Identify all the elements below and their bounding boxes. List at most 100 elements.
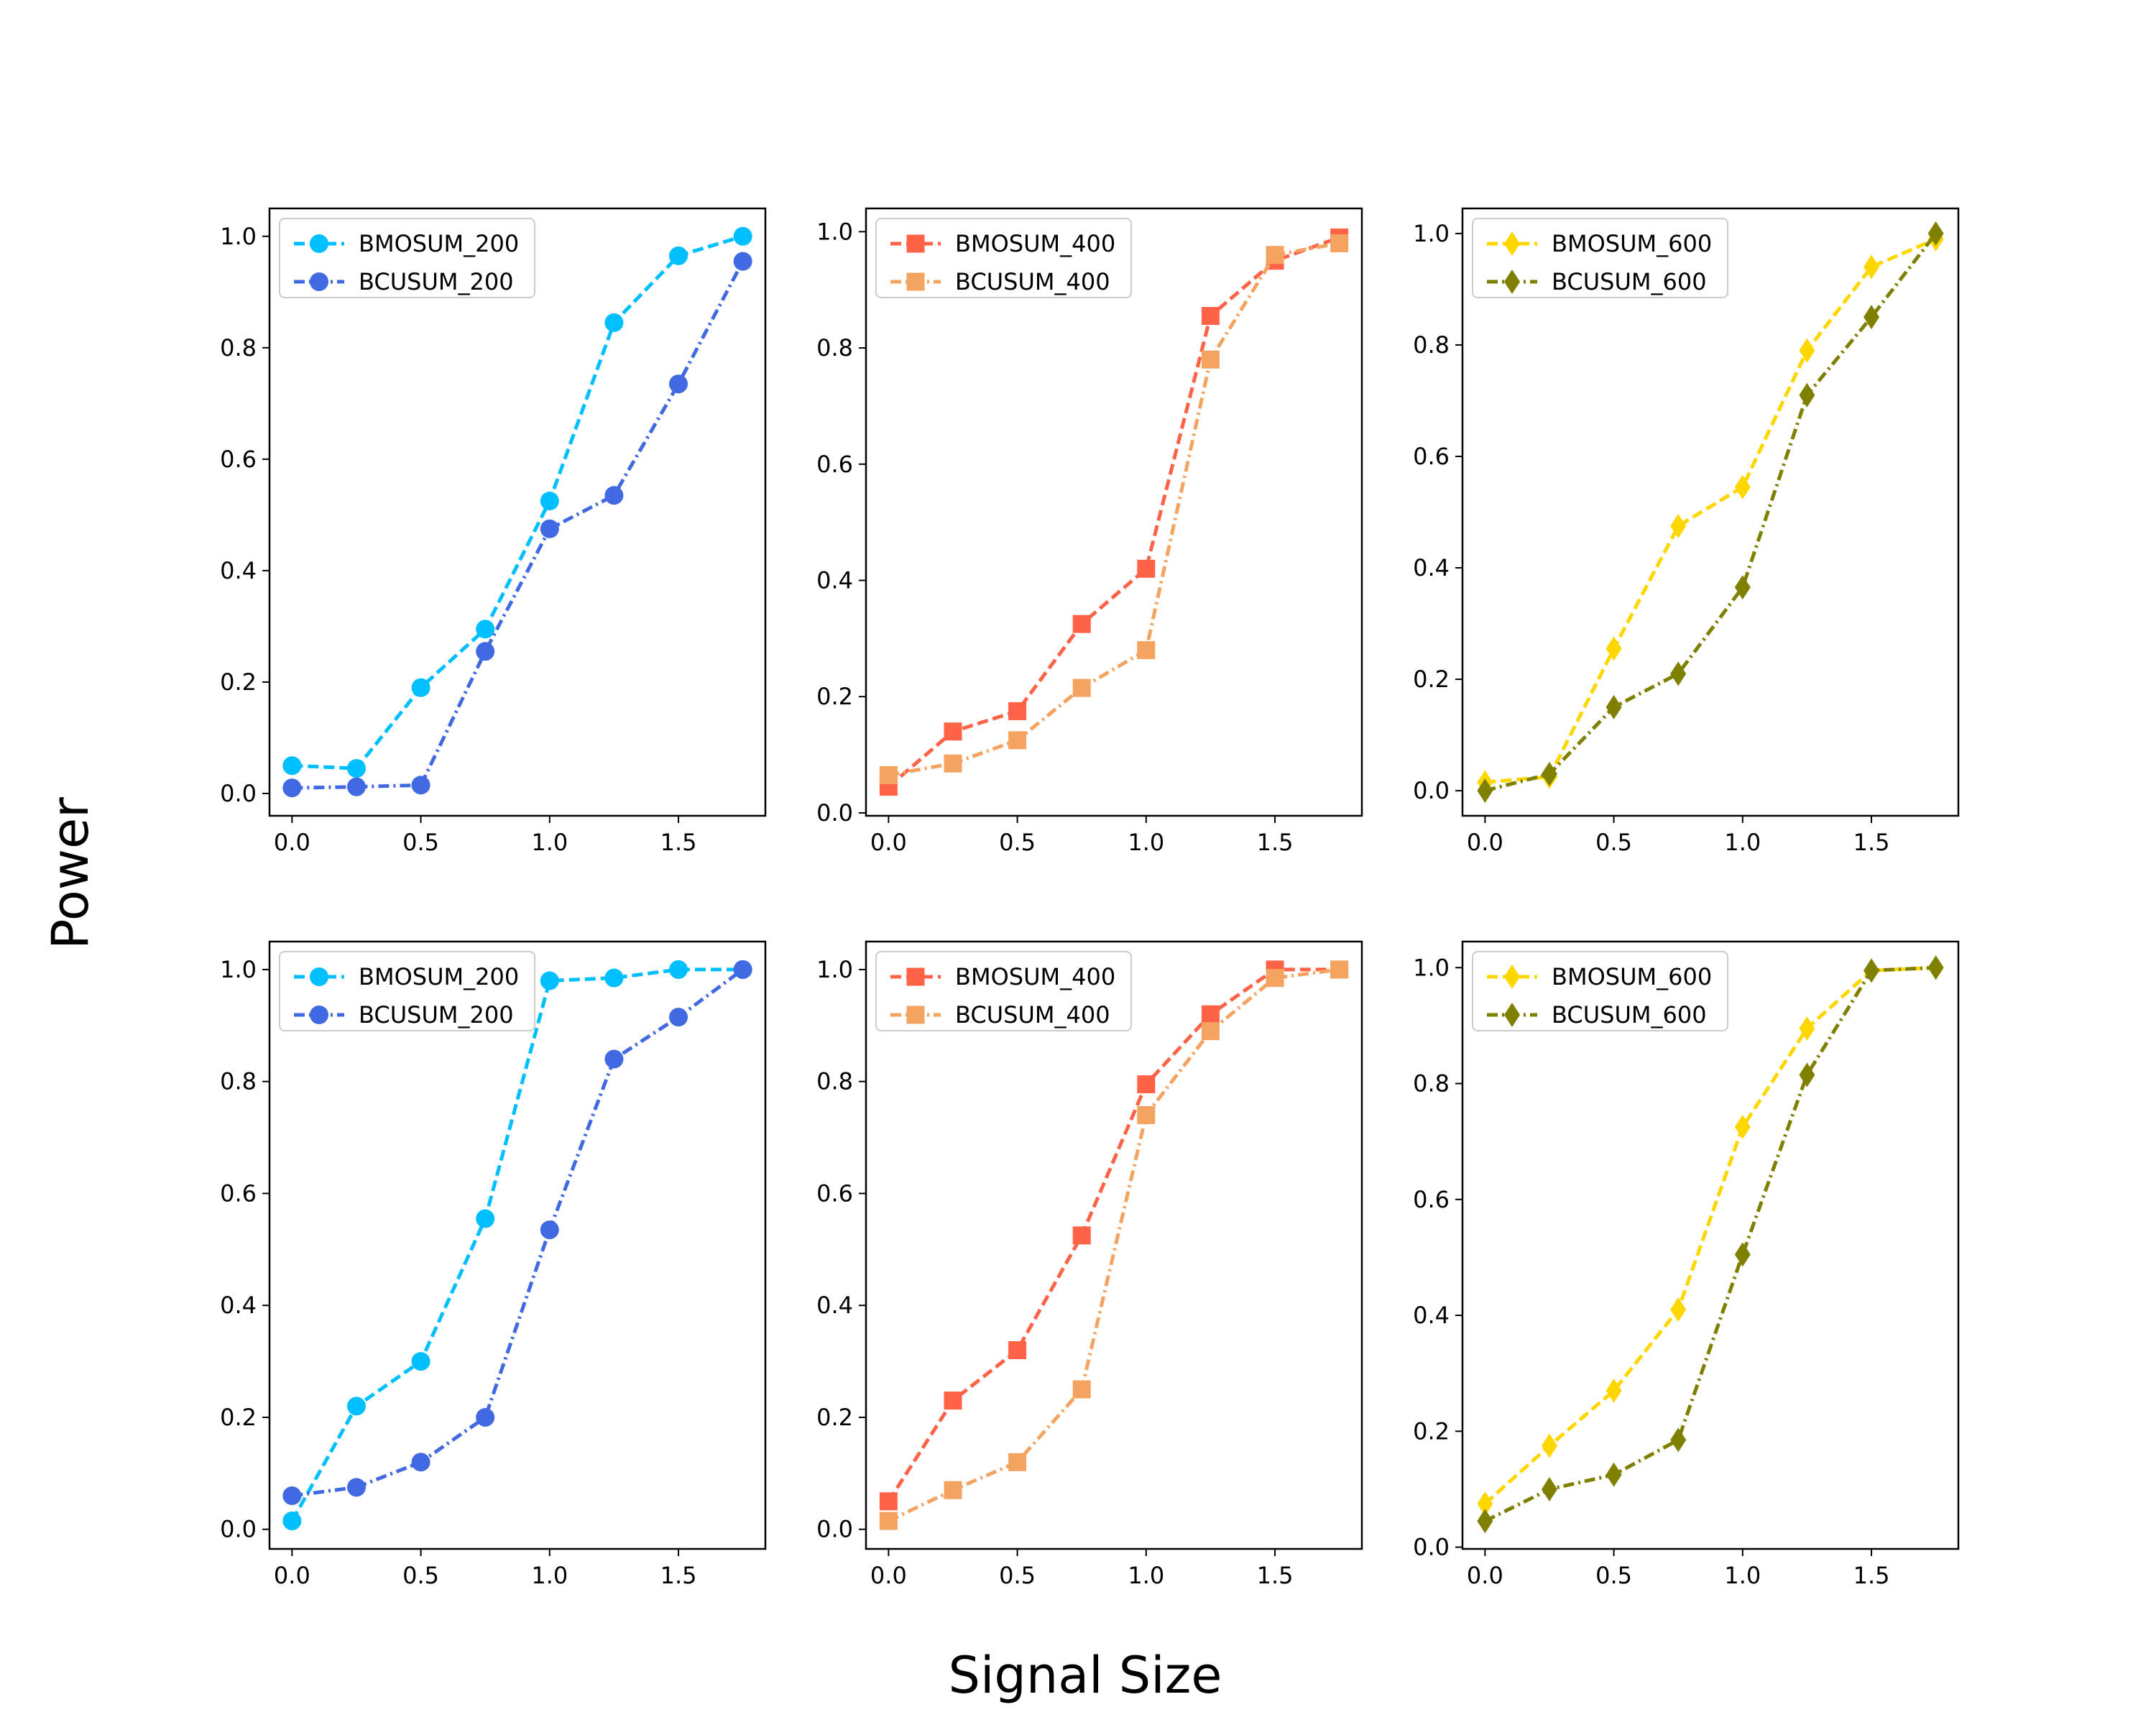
- axes-frame: [1461, 940, 1960, 1550]
- x-tick-label: 1.0: [531, 829, 568, 856]
- legend-marker: [906, 234, 925, 253]
- data-point: [1541, 761, 1557, 786]
- legend-box: [1472, 951, 1728, 1031]
- y-tick-label: 0.6: [1413, 1186, 1450, 1213]
- data-point: [1606, 1462, 1622, 1487]
- x-tick-label: 0.0: [870, 1562, 907, 1589]
- data-point: [411, 678, 430, 697]
- data-point: [1330, 960, 1349, 979]
- data-point: [1606, 694, 1622, 719]
- series-line: [1483, 965, 1936, 1505]
- data-point: [282, 756, 302, 776]
- data-point: [604, 968, 624, 988]
- data-point: [879, 1492, 898, 1511]
- data-point: [540, 519, 559, 538]
- legend-marker: [310, 967, 328, 986]
- legend-label: BMOSUM_200: [359, 230, 519, 257]
- y-tick-label: 0.4: [816, 1292, 853, 1319]
- legend-box: [279, 218, 535, 298]
- y-tick-label: 1.0: [1413, 954, 1450, 981]
- data-point: [604, 1049, 624, 1069]
- data-point: [944, 754, 962, 773]
- x-tick-label: 1.0: [1724, 829, 1761, 856]
- y-tick-label: 0.0: [1413, 1534, 1450, 1561]
- series-BCUSUM_200: [282, 252, 752, 798]
- legend: BMOSUM_400 BCUSUM_400: [875, 218, 1132, 298]
- data-point: [1541, 1433, 1557, 1458]
- legend-label: BCUSUM_400: [955, 1001, 1110, 1029]
- data-point: [1201, 1005, 1220, 1024]
- y-axis-super-label: Power: [41, 797, 100, 949]
- data-point: [1072, 678, 1091, 697]
- data-point: [1799, 382, 1815, 408]
- data-point: [1541, 1476, 1557, 1501]
- y-tick-label: 0.4: [816, 567, 853, 594]
- subplot-1: 0.0 0.5 1.0 1.5 0.0 0.2 0.4 0.6 0.8 1.0 BMOSUM_200…: [220, 207, 767, 856]
- data-point: [1734, 474, 1751, 500]
- subplot-3: 0.0 0.5 1.0 1.5 0.0 0.2 0.4 0.6 0.8 1.0 BMOSUM_600…: [1413, 207, 1960, 856]
- legend: BMOSUM_200 BCUSUM_200: [279, 951, 535, 1031]
- data-point: [346, 1397, 366, 1416]
- y-tick-label: 0.6: [220, 1179, 257, 1207]
- legend-label: BCUSUM_400: [955, 268, 1110, 295]
- data-point: [1477, 1509, 1493, 1534]
- series-BCUSUM_600: [1477, 221, 1944, 804]
- data-point: [1670, 661, 1687, 686]
- axes-frame: [865, 207, 1363, 817]
- x-tick-label: 0.0: [1467, 829, 1503, 856]
- y-tick-label: 0.0: [1413, 777, 1450, 804]
- y-tick-label: 0.6: [1413, 443, 1450, 470]
- data-point: [282, 778, 302, 798]
- legend-box: [1472, 218, 1728, 298]
- x-tick-label: 0.0: [870, 829, 907, 856]
- y-tick-label: 0.2: [1413, 666, 1450, 693]
- data-point: [1606, 1378, 1622, 1403]
- x-tick-label: 1.5: [660, 829, 697, 856]
- data-point: [1864, 958, 1880, 983]
- series-line: [887, 967, 1340, 1503]
- legend-label: BMOSUM_400: [955, 230, 1115, 257]
- series-line: [1484, 232, 1938, 793]
- axes-frame: [865, 940, 1363, 1550]
- data-point: [1734, 1115, 1751, 1140]
- data-point: [733, 960, 752, 979]
- data-point: [1137, 1075, 1156, 1094]
- data-point: [1137, 1105, 1156, 1124]
- y-tick-label: 0.2: [816, 683, 853, 710]
- subplot-6: 0.0 0.5 1.0 1.5 0.0 0.2 0.4 0.6 0.8 1.0 BMOSUM_600…: [1413, 940, 1960, 1589]
- y-tick-label: 0.6: [816, 1179, 853, 1207]
- x-tick-label: 1.0: [1128, 1562, 1164, 1589]
- data-point: [540, 1220, 559, 1240]
- x-tick-label: 0.5: [1595, 1562, 1632, 1589]
- data-point: [1734, 575, 1751, 600]
- data-point: [1137, 641, 1156, 660]
- y-tick-label: 0.2: [816, 1404, 853, 1431]
- data-point: [1477, 1491, 1493, 1517]
- axes-frame: [268, 940, 767, 1550]
- legend-label: BCUSUM_200: [359, 1001, 514, 1029]
- data-point: [733, 226, 752, 246]
- data-point: [879, 1512, 898, 1530]
- y-tick-label: 0.0: [816, 799, 853, 827]
- data-point: [604, 486, 624, 505]
- data-point: [1606, 636, 1622, 661]
- y-tick-label: 0.0: [220, 1516, 257, 1543]
- y-tick-label: 0.6: [816, 451, 853, 478]
- subplot-5: 0.0 0.5 1.0 1.5 0.0 0.2 0.4 0.6 0.8 1.0 BMOSUM_400…: [816, 940, 1363, 1589]
- data-point: [411, 1453, 430, 1472]
- data-point: [1008, 702, 1027, 720]
- data-point: [346, 1478, 366, 1497]
- series-BCUSUM_600: [1477, 955, 1944, 1534]
- data-point: [476, 1209, 495, 1228]
- y-tick-label: 0.8: [816, 334, 853, 362]
- legend-label: BCUSUM_600: [1552, 268, 1707, 295]
- series-line: [292, 967, 745, 1498]
- legend-marker: [310, 1006, 328, 1024]
- x-tick-label: 1.5: [1257, 829, 1294, 856]
- y-tick-label: 0.4: [1413, 1302, 1450, 1329]
- subplot-grid: 0.0 0.5 1.0 1.5 0.0 0.2 0.4 0.6 0.8 1.0 BMOSUM_200…: [220, 207, 1960, 1589]
- data-point: [944, 722, 962, 741]
- y-tick-label: 0.2: [1413, 1417, 1450, 1445]
- legend: BMOSUM_600 BCUSUM_600: [1472, 951, 1728, 1031]
